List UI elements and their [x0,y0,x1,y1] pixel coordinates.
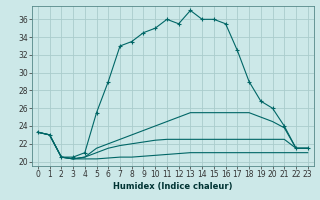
X-axis label: Humidex (Indice chaleur): Humidex (Indice chaleur) [113,182,233,191]
